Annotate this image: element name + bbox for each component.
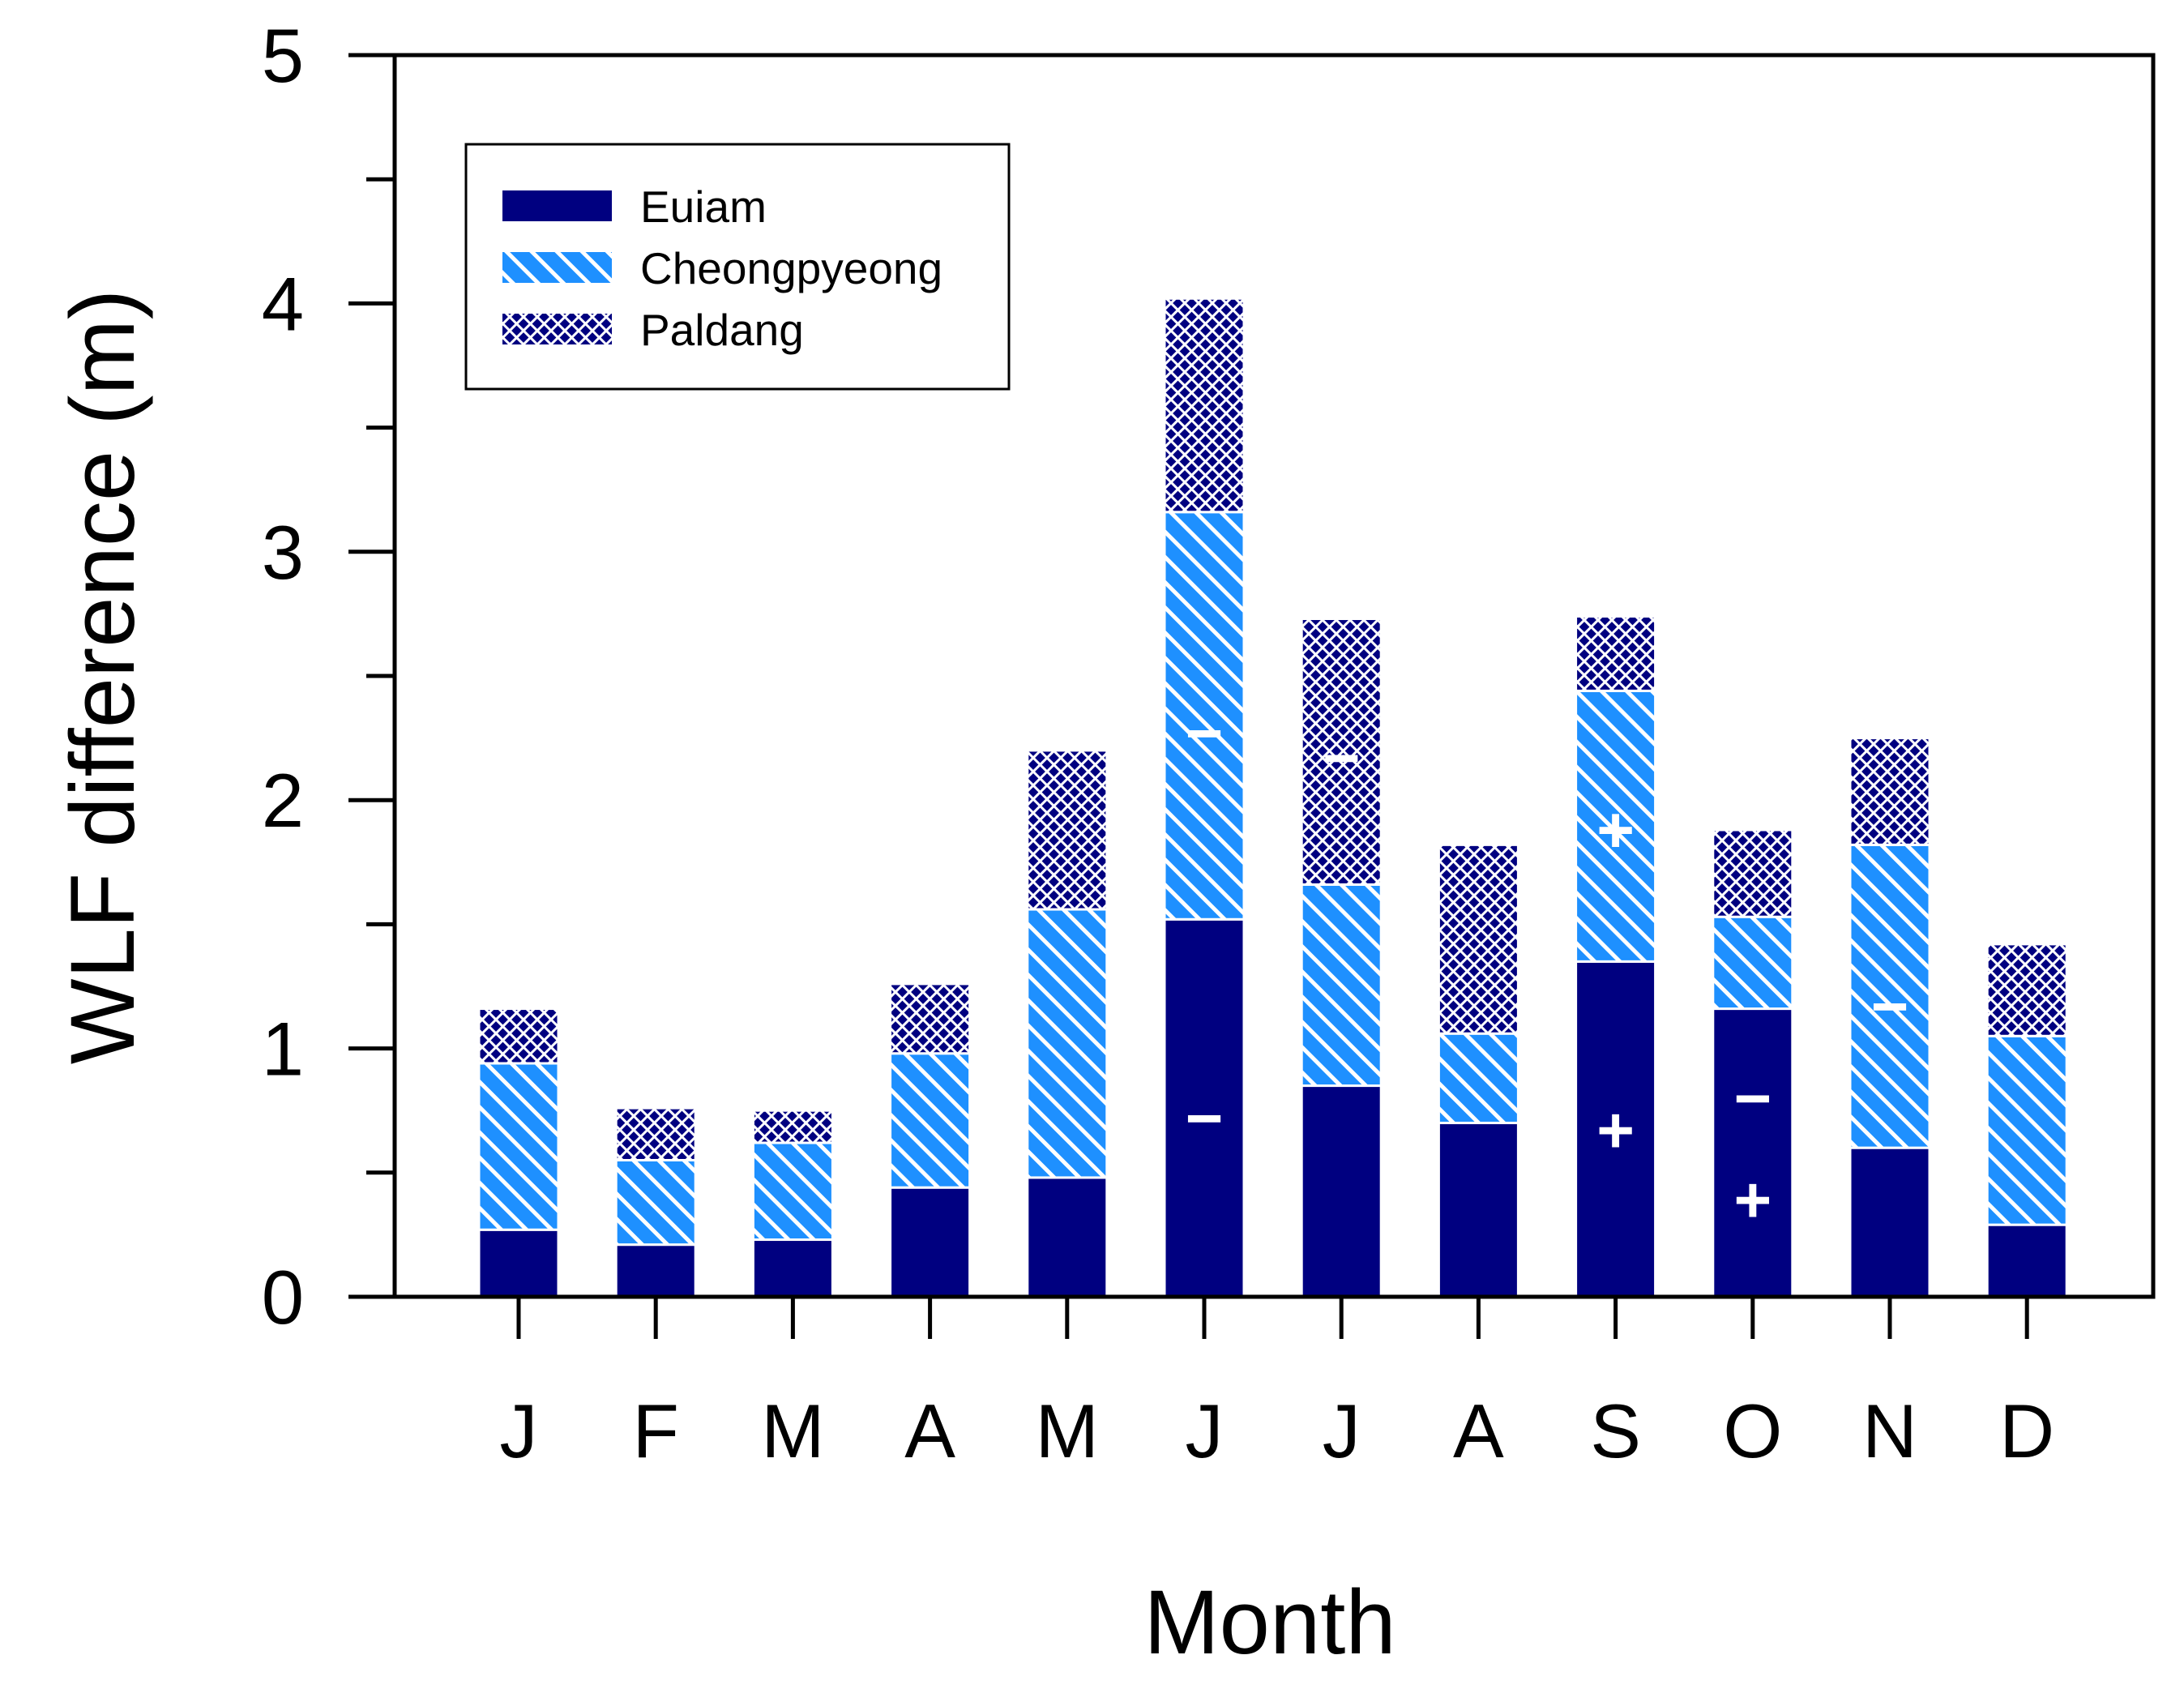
y-tick-label-1: 1 [262, 1007, 304, 1092]
bar-euiam-2 [614, 1243, 697, 1298]
bar-annotation-4: + [1596, 1094, 1635, 1166]
bar-annotation-6: + [1733, 1164, 1772, 1236]
bar-euiam-8 [1437, 1122, 1519, 1298]
y-tick-label-3: 3 [262, 510, 304, 595]
bar-cheongpyeong-3 [751, 1141, 834, 1242]
bar-paldang-5 [1026, 749, 1109, 911]
bar-euiam-11 [1848, 1146, 1931, 1298]
legend-swatch-paldang [502, 314, 612, 344]
bar-cheongpyeong-8 [1437, 1032, 1519, 1125]
bar-cheongpyeong-7 [1300, 883, 1383, 1088]
x-tick-label-5: M [1036, 1388, 1099, 1473]
bar-euiam-3 [751, 1238, 834, 1298]
legend-swatch-cheongpyeong [502, 252, 612, 283]
bar-paldang-9 [1575, 614, 1657, 692]
bar-annotation-1: − [1186, 1082, 1224, 1154]
bar-euiam-6 [1163, 917, 1246, 1298]
y-tick-label-4: 4 [262, 261, 304, 346]
x-tick-label-2: F [632, 1388, 678, 1473]
bar-paldang-12 [1985, 943, 2068, 1037]
y-tick-label-5: 5 [262, 13, 304, 98]
bar-annotation-5: + [1596, 793, 1635, 866]
bar-annotation-3: − [1323, 722, 1361, 794]
x-tick-label-4: A [904, 1388, 955, 1473]
y-tick-label-0: 0 [262, 1255, 304, 1340]
bar-cheongpyeong-1 [477, 1062, 560, 1231]
x-tick-label-8: A [1453, 1388, 1504, 1473]
annotations-group: − − − + + + − − [1186, 697, 1909, 1236]
bar-annotation-2: − [1186, 697, 1224, 769]
legend-label-paldang: Paldang [640, 305, 804, 355]
bar-paldang-4 [889, 982, 972, 1055]
bar-cheongpyeong-9 [1575, 689, 1657, 963]
bar-cheongpyeong-11 [1848, 843, 1931, 1149]
bar-paldang-1 [477, 1007, 560, 1065]
bar-euiam-5 [1026, 1176, 1109, 1298]
bar-cheongpyeong-5 [1026, 908, 1109, 1179]
bar-euiam-7 [1300, 1084, 1383, 1298]
y-tick-label-2: 2 [262, 758, 304, 843]
legend-label-euiam: Euiam [640, 182, 767, 232]
bar-euiam-9 [1575, 960, 1657, 1298]
x-tick-label-9: S [1590, 1388, 1641, 1473]
legend-label-cheongpyeong: Cheongpyeong [640, 243, 942, 293]
bar-euiam-1 [477, 1228, 560, 1298]
bar-cheongpyeong-2 [614, 1158, 697, 1247]
x-tick-label-10: O [1723, 1388, 1782, 1473]
x-tick-label-12: D [1999, 1388, 2054, 1473]
bar-cheongpyeong-4 [889, 1052, 972, 1189]
bar-annotation-7: − [1733, 1062, 1772, 1134]
legend: Euiam Cheongpyeong Paldang [464, 143, 1011, 391]
bar-paldang-7 [1300, 618, 1383, 886]
bar-cheongpyeong-6 [1163, 511, 1246, 921]
x-tick-label-7: J [1323, 1388, 1361, 1473]
x-tick-label-3: M [761, 1388, 824, 1473]
x-tick-label-1: J [500, 1388, 538, 1473]
x-tick-label-11: N [1862, 1388, 1917, 1473]
bar-paldang-8 [1437, 843, 1519, 1035]
x-axis-title: Month [1143, 1572, 1395, 1673]
y-axis: 0 1 2 3 4 5 [262, 13, 395, 1340]
legend-swatch-euiam [502, 190, 612, 221]
bar-euiam-10 [1712, 1007, 1794, 1298]
bar-annotation-8: − [1871, 970, 1909, 1042]
bar-paldang-10 [1712, 828, 1794, 918]
bar-paldang-6 [1163, 297, 1246, 514]
bar-paldang-11 [1848, 737, 1931, 846]
bar-paldang-3 [751, 1109, 834, 1144]
bar-paldang-2 [614, 1106, 697, 1161]
bar-euiam-12 [1985, 1223, 2068, 1298]
bar-cheongpyeong-12 [1985, 1034, 2068, 1226]
bar-cheongpyeong-10 [1712, 915, 1794, 1011]
bars-group [477, 297, 2068, 1298]
x-tick-label-6: J [1186, 1388, 1224, 1473]
y-axis-title: WLF difference (m) [52, 289, 153, 1064]
bar-euiam-4 [889, 1186, 972, 1298]
